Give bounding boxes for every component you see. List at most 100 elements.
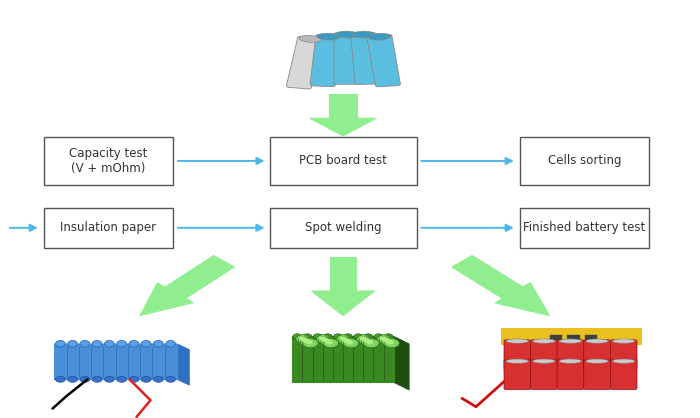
Circle shape (359, 336, 375, 345)
Ellipse shape (293, 334, 302, 339)
Circle shape (303, 339, 319, 348)
Ellipse shape (533, 339, 555, 343)
Ellipse shape (612, 359, 635, 363)
Circle shape (323, 339, 330, 343)
Ellipse shape (344, 334, 352, 339)
Circle shape (326, 340, 333, 344)
Circle shape (344, 339, 359, 348)
Text: Finished battery test: Finished battery test (524, 221, 645, 234)
FancyBboxPatch shape (557, 360, 584, 390)
Ellipse shape (104, 376, 114, 382)
Circle shape (321, 337, 336, 347)
Circle shape (296, 335, 312, 344)
FancyBboxPatch shape (351, 33, 380, 84)
FancyBboxPatch shape (43, 208, 174, 247)
Circle shape (339, 336, 354, 345)
FancyBboxPatch shape (504, 360, 531, 390)
Circle shape (384, 339, 400, 348)
Polygon shape (312, 291, 374, 316)
Ellipse shape (80, 340, 90, 347)
Bar (567, 335, 580, 340)
Circle shape (319, 336, 326, 341)
Bar (329, 94, 357, 118)
Ellipse shape (299, 36, 321, 42)
Circle shape (303, 339, 310, 343)
Ellipse shape (317, 33, 340, 40)
Ellipse shape (129, 340, 139, 347)
Ellipse shape (153, 376, 163, 382)
Polygon shape (452, 255, 523, 298)
Text: Insulation paper: Insulation paper (60, 221, 157, 234)
Ellipse shape (104, 340, 114, 347)
FancyBboxPatch shape (310, 35, 341, 87)
Circle shape (379, 336, 395, 345)
Polygon shape (293, 336, 409, 344)
Ellipse shape (68, 376, 78, 382)
Circle shape (301, 338, 308, 342)
Ellipse shape (334, 334, 342, 339)
Circle shape (318, 336, 334, 345)
Circle shape (361, 337, 377, 347)
Polygon shape (495, 283, 550, 316)
Ellipse shape (612, 339, 635, 343)
FancyBboxPatch shape (610, 360, 637, 390)
Bar (330, 257, 356, 291)
Ellipse shape (117, 340, 127, 347)
Ellipse shape (314, 334, 322, 339)
Ellipse shape (323, 334, 332, 339)
Polygon shape (309, 118, 377, 136)
Circle shape (346, 340, 354, 344)
Circle shape (298, 336, 314, 345)
Circle shape (300, 337, 316, 347)
Circle shape (384, 339, 391, 343)
Ellipse shape (533, 359, 555, 363)
Circle shape (344, 339, 351, 343)
Text: PCB board test: PCB board test (299, 154, 387, 168)
Ellipse shape (506, 359, 528, 363)
Polygon shape (176, 344, 189, 385)
FancyBboxPatch shape (367, 34, 400, 87)
Circle shape (380, 336, 387, 341)
Polygon shape (393, 336, 409, 390)
FancyBboxPatch shape (557, 340, 584, 370)
Circle shape (360, 336, 367, 341)
Bar (500, 328, 640, 344)
Circle shape (299, 336, 306, 341)
Text: Cells sorting: Cells sorting (547, 154, 622, 168)
FancyBboxPatch shape (531, 340, 557, 370)
Polygon shape (55, 344, 189, 349)
FancyBboxPatch shape (334, 33, 359, 84)
Circle shape (362, 338, 369, 342)
Circle shape (337, 335, 352, 344)
FancyBboxPatch shape (286, 36, 323, 89)
Circle shape (367, 340, 374, 344)
Ellipse shape (586, 359, 608, 363)
FancyBboxPatch shape (43, 137, 174, 185)
Circle shape (306, 340, 313, 344)
Ellipse shape (92, 340, 102, 347)
Circle shape (387, 340, 394, 344)
Polygon shape (165, 255, 234, 298)
FancyBboxPatch shape (519, 137, 650, 185)
Ellipse shape (153, 340, 163, 347)
Ellipse shape (166, 376, 176, 382)
FancyBboxPatch shape (504, 340, 531, 370)
Ellipse shape (335, 31, 358, 38)
Ellipse shape (368, 33, 391, 40)
Text: Capacity test
(V + mOhm): Capacity test (V + mOhm) (69, 147, 148, 175)
Bar (55, 344, 176, 380)
Ellipse shape (166, 340, 176, 347)
Bar (550, 335, 562, 340)
Circle shape (364, 339, 371, 343)
Circle shape (364, 339, 379, 348)
Ellipse shape (80, 376, 90, 382)
Circle shape (323, 339, 339, 348)
Ellipse shape (559, 339, 582, 343)
Bar (584, 335, 597, 340)
FancyBboxPatch shape (531, 360, 557, 390)
Ellipse shape (141, 340, 151, 347)
Ellipse shape (55, 340, 65, 347)
Ellipse shape (374, 334, 383, 339)
FancyBboxPatch shape (584, 340, 610, 370)
Ellipse shape (384, 334, 393, 339)
